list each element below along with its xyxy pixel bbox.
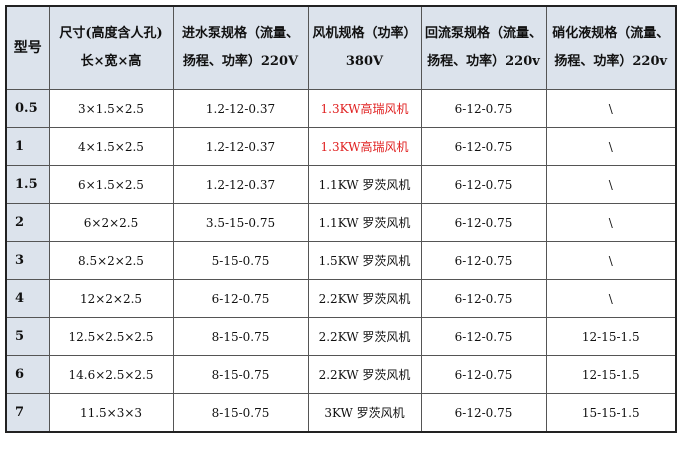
table-cell: 8-15-0.75	[172, 317, 309, 356]
table-cell: 1.2-12-0.37	[172, 89, 309, 128]
table-cell: 1.3KW高瑞风机	[307, 127, 422, 166]
table-cell: 6-12-0.75	[420, 393, 547, 433]
model-cell: 7	[5, 393, 50, 433]
table-cell: 3.5-15-0.75	[172, 203, 309, 242]
table-cell: 3×1.5×2.5	[48, 89, 174, 128]
table-cell: 12-15-1.5	[545, 355, 677, 394]
table-cell: 6-12-0.75	[172, 279, 309, 318]
table-cell: 12-15-1.5	[545, 317, 677, 356]
table-cell: 11.5×3×3	[48, 393, 174, 433]
table-row: 6 14.6×2.5×2.5 8-15-0.75 2.2KW 罗茨风机 6-12-0.7…	[5, 355, 677, 394]
table-cell: 1.2-12-0.37	[172, 127, 309, 166]
model-cell: 5	[5, 317, 50, 356]
table-cell: \	[545, 241, 677, 280]
table-cell: 3KW 罗茨风机	[307, 393, 422, 433]
table-cell: \	[545, 89, 677, 128]
model-cell: 1	[5, 127, 50, 166]
header-line: 进水泵规格（流量、	[181, 26, 299, 41]
model-cell: 6	[5, 355, 50, 394]
header-line: 硝化液规格（流量、	[552, 26, 670, 41]
table-cell: 6-12-0.75	[420, 89, 547, 128]
table-cell: 5-15-0.75	[172, 241, 309, 280]
table-cell: 6×1.5×2.5	[48, 165, 174, 204]
header-line: 380V	[345, 54, 384, 69]
table-cell: 4×1.5×2.5	[48, 127, 174, 166]
table-row: 5 12.5×2.5×2.5 8-15-0.75 2.2KW 罗茨风机 6-12-0.7…	[5, 317, 677, 356]
table-cell: 6-12-0.75	[420, 241, 547, 280]
model-cell: 4	[5, 279, 50, 318]
table-cell: 14.6×2.5×2.5	[48, 355, 174, 394]
model-cell: 2	[5, 203, 50, 242]
table-header: 型号 尺寸(高度含人孔) 长×宽×高 进水泵规格（流量、 扬程、功率）220V 风机规格（…	[5, 5, 677, 90]
table-cell: 2.2KW 罗茨风机	[307, 355, 422, 394]
header-cell: 尺寸(高度含人孔) 长×宽×高	[48, 5, 174, 90]
header-line: 扬程、功率）220V	[182, 54, 299, 69]
table-cell: 2.2KW 罗茨风机	[307, 317, 422, 356]
table-cell: \	[545, 127, 677, 166]
table-cell: 12.5×2.5×2.5	[48, 317, 174, 356]
table-row: 0.5 3×1.5×2.5 1.2-12-0.37 1.3KW高瑞风机 6-12-0.7…	[5, 89, 677, 128]
table-cell: 12×2×2.5	[48, 279, 174, 318]
header-line: 尺寸(高度含人孔)	[59, 26, 163, 41]
table-cell: 6-12-0.75	[420, 279, 547, 318]
model-cell: 3	[5, 241, 50, 280]
table-row: 4 12×2×2.5 6-12-0.75 2.2KW 罗茨风机 6-12-0.75 \	[5, 279, 677, 318]
table-cell: 1.1KW 罗茨风机	[307, 165, 422, 204]
table-cell: 8-15-0.75	[172, 393, 309, 433]
table-row: 3 8.5×2×2.5 5-15-0.75 1.5KW 罗茨风机 6-12-0.75 \	[5, 241, 677, 280]
table-body: 0.5 3×1.5×2.5 1.2-12-0.37 1.3KW高瑞风机 6-12-0.7…	[5, 89, 677, 433]
table-cell: 6×2×2.5	[48, 203, 174, 242]
spec-table: 型号 尺寸(高度含人孔) 长×宽×高 进水泵规格（流量、 扬程、功率）220V 风机规格（…	[5, 5, 677, 433]
model-cell: 1.5	[5, 165, 50, 204]
header-line: 长×宽×高	[80, 54, 142, 69]
table-cell: 6-12-0.75	[420, 165, 547, 204]
table-cell: 6-12-0.75	[420, 317, 547, 356]
table-cell: \	[545, 165, 677, 204]
table-cell: 15-15-1.5	[545, 393, 677, 433]
table-row: 1.5 6×1.5×2.5 1.2-12-0.37 1.1KW 罗茨风机 6-12-0.…	[5, 165, 677, 204]
header-line: 型号	[13, 40, 42, 56]
table-row: 7 11.5×3×3 8-15-0.75 3KW 罗茨风机 6-12-0.75 15-15…	[5, 393, 677, 433]
header-cell: 型号	[5, 5, 50, 90]
table-cell: 6-12-0.75	[420, 203, 547, 242]
header-row: 型号 尺寸(高度含人孔) 长×宽×高 进水泵规格（流量、 扬程、功率）220V 风机规格（…	[5, 5, 677, 90]
table-cell: 1.5KW 罗茨风机	[307, 241, 422, 280]
table-cell: 6-12-0.75	[420, 355, 547, 394]
table-cell: 1.1KW 罗茨风机	[307, 203, 422, 242]
table-cell: \	[545, 203, 677, 242]
header-line: 回流泵规格（流量、	[424, 26, 542, 41]
header-cell: 风机规格（功率） 380V	[307, 5, 422, 90]
header-cell: 回流泵规格（流量、 扬程、功率）220v	[420, 5, 547, 90]
table-cell: 2.2KW 罗茨风机	[307, 279, 422, 318]
header-line: 扬程、功率）220v	[427, 54, 540, 69]
table-cell: \	[545, 279, 677, 318]
header-line: 扬程、功率）220v	[554, 54, 668, 69]
header-line: 风机规格（功率）	[312, 26, 417, 41]
header-cell: 进水泵规格（流量、 扬程、功率）220V	[172, 5, 309, 90]
table-cell: 6-12-0.75	[420, 127, 547, 166]
model-cell: 0.5	[5, 89, 50, 128]
table-cell: 1.3KW高瑞风机	[307, 89, 422, 128]
table-cell: 8.5×2×2.5	[48, 241, 174, 280]
table-cell: 8-15-0.75	[172, 355, 309, 394]
header-cell: 硝化液规格（流量、 扬程、功率）220v	[545, 5, 677, 90]
table-row: 2 6×2×2.5 3.5-15-0.75 1.1KW 罗茨风机 6-12-0.75 \	[5, 203, 677, 242]
table-cell: 1.2-12-0.37	[172, 165, 309, 204]
table-row: 1 4×1.5×2.5 1.2-12-0.37 1.3KW高瑞风机 6-12-0.75 \	[5, 127, 677, 166]
